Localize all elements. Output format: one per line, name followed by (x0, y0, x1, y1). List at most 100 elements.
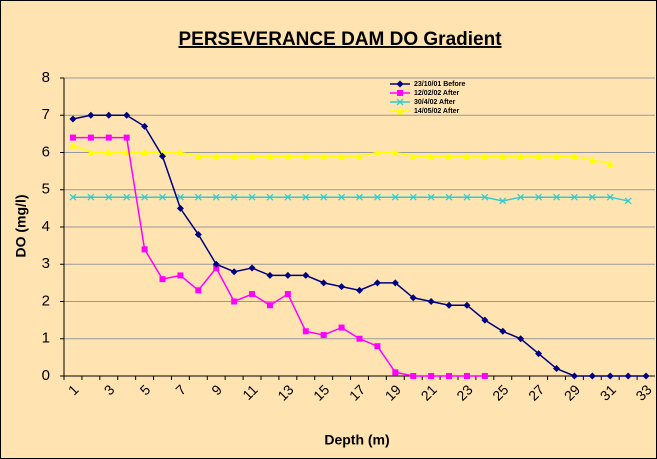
y-axis-title: DO (mg/l) (13, 195, 29, 258)
marker (409, 193, 417, 201)
marker (320, 279, 328, 287)
marker (570, 193, 578, 201)
series-line (72, 196, 629, 202)
y-tick-label: 0 (42, 367, 50, 384)
marker (302, 328, 309, 335)
marker (409, 294, 417, 302)
marker (391, 279, 399, 287)
marker (338, 283, 346, 291)
marker (284, 152, 292, 160)
y-tick-label: 1 (42, 330, 50, 347)
marker (409, 152, 417, 160)
marker (338, 152, 346, 160)
legend-label: 12/02/02 After (414, 90, 460, 97)
marker (266, 193, 274, 201)
marker (69, 115, 77, 123)
marker (212, 152, 220, 160)
marker (141, 149, 149, 156)
marker (396, 98, 404, 106)
marker (159, 152, 166, 160)
marker (499, 327, 507, 335)
marker (427, 193, 435, 201)
marker (69, 141, 77, 149)
marker (284, 291, 291, 298)
marker (446, 373, 453, 379)
marker (266, 302, 273, 309)
marker (553, 193, 560, 201)
marker (570, 372, 578, 380)
marker (194, 230, 202, 238)
marker (248, 264, 256, 272)
marker (266, 152, 274, 160)
marker (427, 152, 435, 160)
marker (624, 197, 632, 205)
marker (606, 160, 614, 168)
marker (320, 152, 328, 160)
marker (123, 134, 130, 141)
marker (248, 152, 256, 160)
marker (212, 193, 220, 201)
marker (624, 372, 632, 380)
marker (105, 111, 113, 119)
marker (463, 373, 470, 379)
legend-label: 23/10/01 Before (414, 81, 465, 88)
marker (445, 152, 453, 160)
legend-label: 30/4/02 After (414, 99, 456, 106)
marker (69, 134, 76, 141)
y-tick-label: 2 (42, 292, 50, 309)
marker (105, 134, 112, 141)
marker (463, 152, 471, 160)
marker (338, 193, 346, 201)
marker (87, 134, 94, 141)
marker (284, 271, 292, 279)
marker (606, 193, 614, 201)
marker (428, 373, 435, 379)
marker (141, 193, 149, 201)
marker (249, 291, 256, 298)
marker (159, 193, 166, 201)
y-tick-label: 6 (42, 143, 50, 160)
marker (391, 193, 399, 201)
marker (356, 286, 363, 294)
marker (230, 193, 238, 201)
marker (553, 152, 560, 160)
marker (606, 372, 614, 380)
marker (570, 152, 578, 160)
marker (213, 264, 220, 271)
marker (320, 332, 327, 339)
y-tick-label: 3 (42, 255, 50, 272)
marker (176, 149, 184, 156)
marker (212, 260, 220, 268)
marker (177, 272, 184, 279)
y-tick-label: 7 (42, 106, 50, 123)
marker (176, 204, 184, 212)
marker (69, 193, 77, 201)
marker (194, 152, 202, 160)
y-tick-label: 4 (42, 218, 50, 235)
y-tick-label: 5 (42, 181, 50, 198)
marker (517, 152, 525, 160)
marker (373, 149, 381, 156)
marker (535, 152, 543, 160)
marker (248, 193, 256, 201)
marker (463, 193, 471, 201)
marker (396, 107, 404, 115)
marker (123, 193, 131, 201)
marker (302, 152, 310, 160)
marker (159, 276, 166, 283)
marker (499, 197, 507, 205)
marker (302, 193, 310, 201)
marker (87, 111, 95, 119)
marker (105, 149, 113, 156)
marker (320, 193, 328, 201)
marker (231, 298, 238, 305)
marker (553, 365, 560, 373)
marker (373, 279, 381, 287)
legend-label: 14/05/02 After (414, 108, 460, 115)
marker (588, 372, 596, 380)
marker (230, 152, 238, 160)
marker (642, 372, 650, 380)
marker (176, 193, 184, 201)
marker (588, 193, 596, 201)
marker (266, 271, 274, 279)
